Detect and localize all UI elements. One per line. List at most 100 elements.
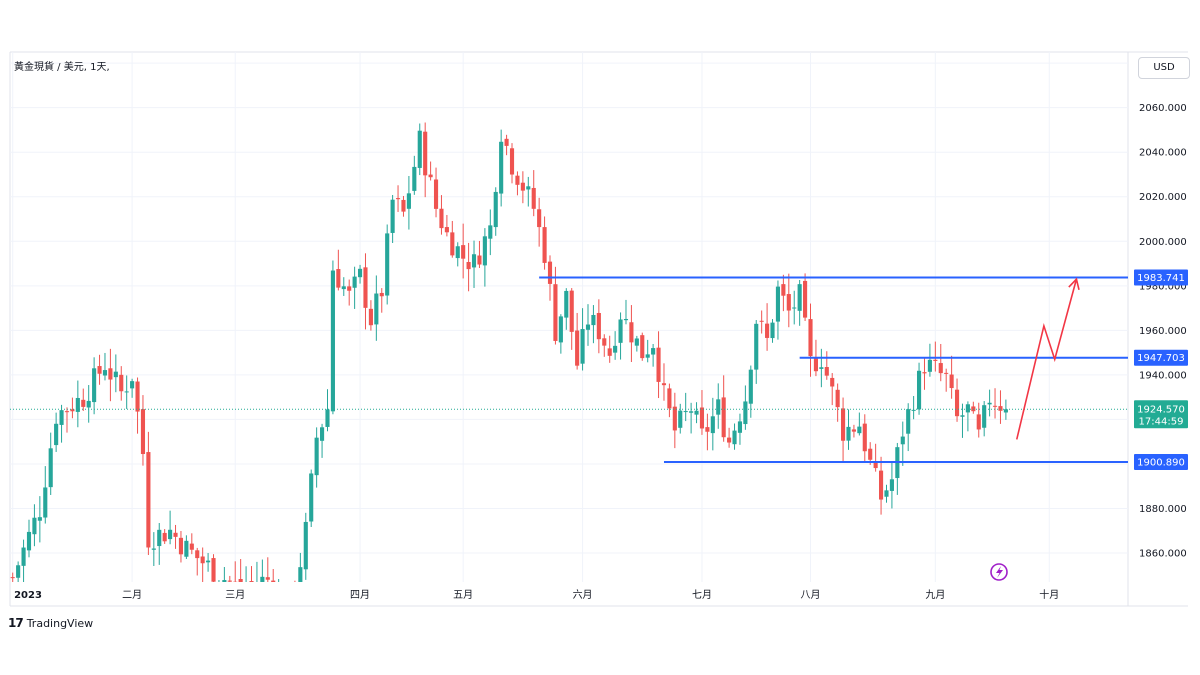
candle (325, 389, 330, 432)
candle (352, 266, 357, 309)
x-tick-label: 五月 (453, 589, 473, 601)
candle (520, 171, 525, 204)
candle (444, 214, 449, 237)
candle (471, 240, 477, 288)
candle (461, 223, 466, 279)
candle (130, 378, 135, 398)
currency-button[interactable]: USD (1138, 57, 1190, 79)
candle (591, 305, 596, 344)
candle (43, 466, 48, 524)
candle (607, 335, 612, 363)
candle (189, 533, 194, 555)
candle (580, 308, 585, 371)
candle (75, 380, 80, 428)
bar-countdown: 17:44:59 (1139, 416, 1184, 427)
candle (417, 123, 422, 176)
candle (846, 409, 851, 450)
candle (998, 390, 1003, 424)
candle (140, 395, 146, 466)
candle (656, 331, 661, 399)
candle (743, 385, 748, 430)
candle (835, 383, 840, 422)
candle (575, 312, 580, 370)
candle (108, 348, 113, 402)
candle (765, 303, 770, 351)
candle (651, 343, 656, 367)
candle (537, 197, 542, 247)
y-axis[interactable]: 1860.0001880.0001900.0001920.0001940.000… (1139, 59, 1187, 560)
candle (613, 331, 618, 360)
candle (944, 368, 949, 392)
lightning-icon[interactable] (990, 563, 1008, 581)
candle (965, 401, 970, 432)
candle (1003, 399, 1008, 420)
candle (927, 343, 932, 377)
candle (423, 122, 428, 198)
candle (678, 403, 683, 434)
x-tick-label: 九月 (925, 589, 945, 601)
candle (640, 332, 645, 361)
candle (797, 280, 802, 326)
candlestick-series (10, 122, 1008, 582)
level-price-badge: 1900.890 (1134, 453, 1188, 470)
candle (889, 461, 894, 509)
candle (759, 310, 764, 334)
level-price-badge: 1983.741 (1134, 269, 1188, 286)
y-tick-label: 1940.000 (1139, 370, 1187, 381)
candle (911, 396, 916, 420)
candle (895, 442, 900, 495)
candle (347, 279, 352, 306)
candle (830, 373, 835, 406)
candle (135, 377, 140, 434)
candle (97, 354, 102, 385)
candle (184, 535, 189, 559)
candle (634, 335, 639, 352)
candle (808, 303, 813, 377)
x-tick-label: 七月 (692, 589, 712, 601)
candle (81, 388, 86, 411)
candle (64, 407, 70, 433)
candle (667, 383, 672, 418)
candle (70, 397, 75, 419)
candle (971, 401, 976, 414)
y-tick-label: 1960.000 (1139, 326, 1187, 337)
candle (916, 362, 922, 415)
candle (178, 531, 184, 563)
candle (162, 529, 167, 544)
candle (406, 175, 411, 230)
candle (754, 320, 759, 384)
candle (775, 280, 781, 340)
tradingview-brand[interactable]: 17 TradingView (8, 616, 93, 630)
candle (206, 553, 211, 572)
candle (884, 484, 889, 503)
x-tick-label: 十月 (1039, 588, 1059, 601)
x-axis[interactable]: 2023 二月 三月 四月 五月 六月 七月 八月 九月 十月 (14, 588, 1059, 601)
candle (450, 220, 455, 258)
candle (401, 195, 406, 217)
candle (195, 547, 200, 576)
candle (873, 443, 878, 472)
candle (320, 423, 325, 458)
candle (781, 274, 786, 312)
candle (151, 532, 156, 566)
candle (200, 547, 205, 582)
candle (218, 579, 220, 582)
candle (803, 273, 808, 321)
horizontal-levels[interactable] (10, 276, 1128, 463)
candle (960, 403, 965, 438)
candle (906, 403, 911, 452)
candle (770, 319, 775, 343)
candle (113, 354, 118, 393)
candle (819, 348, 824, 388)
candle (488, 209, 493, 256)
candle (314, 427, 319, 488)
candle (368, 300, 373, 331)
candle (645, 339, 650, 363)
candle (710, 397, 715, 451)
candle (493, 187, 498, 236)
candle (298, 552, 303, 582)
brand-name: TradingView (26, 616, 94, 630)
